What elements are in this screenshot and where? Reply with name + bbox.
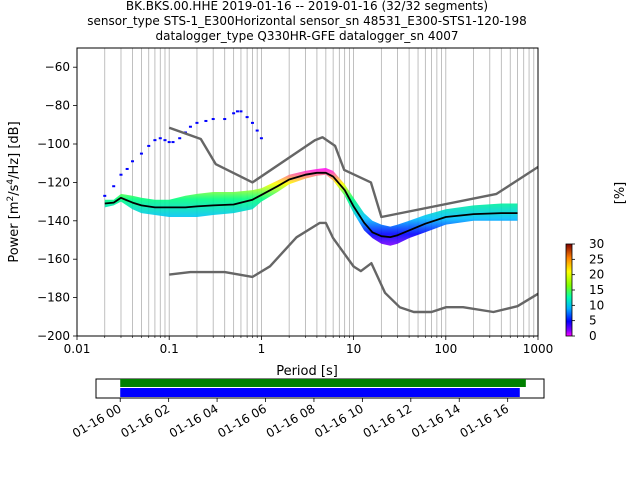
- colorbar-tick-label: 5: [589, 314, 597, 328]
- y-axis-ticks: −60 −80 −100 −120 −140 −160 −180 −200: [37, 60, 77, 343]
- x-tick-label: 1: [258, 342, 266, 356]
- colorbar-tick-label: 20: [589, 268, 604, 282]
- y-label-part-1: Power [m: [7, 201, 22, 262]
- outlier-psd-point: [126, 168, 129, 170]
- ppsd-figure: BK.BKS.00.HHE 2019-01-16 -- 2019-01-16 (…: [0, 0, 640, 480]
- outlier-psd-point: [251, 122, 254, 124]
- y-tick-label: −120: [37, 175, 70, 189]
- y-label-part-2: /s: [7, 184, 22, 195]
- outlier-psd-point: [131, 160, 134, 162]
- outlier-psd-point: [178, 137, 181, 139]
- outlier-psd-point: [236, 110, 239, 112]
- coverage-tick-label: 01-16 02: [118, 401, 172, 440]
- x-axis-ticks: 0.01 0.1 1 10 100 1000: [64, 336, 554, 356]
- coverage-tick-label: 01-16 14: [409, 401, 463, 440]
- outlier-psd-point: [212, 118, 215, 120]
- colorbar: [566, 244, 572, 336]
- outlier-psd-point: [189, 126, 192, 128]
- outlier-psd-point: [153, 139, 156, 141]
- coverage-tick-label: 01-16 12: [361, 401, 415, 440]
- y-tick-label: −60: [45, 60, 70, 74]
- outlier-psd-point: [260, 137, 263, 139]
- y-tick-label: −200: [37, 329, 70, 343]
- x-tick-label: 10: [346, 342, 361, 356]
- coverage-tick-label: 01-16 00: [70, 401, 124, 440]
- coverage-bar-used: [120, 388, 520, 397]
- y-tick-label: −180: [37, 291, 70, 305]
- outlier-psd-point: [256, 130, 259, 132]
- y-tick-label: −80: [45, 99, 70, 113]
- outlier-psd-point: [223, 118, 226, 120]
- outlier-psd-point: [163, 139, 166, 141]
- outlier-psd-point: [103, 195, 106, 197]
- coverage-tick-label: 01-16 08: [264, 401, 318, 440]
- outlier-psd-point: [147, 145, 150, 147]
- coverage-tick-label: 01-16 04: [167, 401, 221, 440]
- outlier-psd-point: [112, 185, 115, 187]
- y-tick-label: −160: [37, 252, 70, 266]
- outlier-psd-point: [140, 153, 143, 155]
- colorbar-tick-label: 30: [589, 237, 604, 251]
- outlier-psd-point: [168, 141, 171, 143]
- outlier-psd-point: [159, 137, 162, 139]
- coverage-tick-label: 01-16 16: [457, 401, 511, 440]
- x-tick-label: 100: [434, 342, 457, 356]
- coverage-tick-label: 01-16 10: [312, 401, 366, 440]
- grid-lines: [77, 48, 538, 336]
- data-layer: [103, 110, 538, 312]
- y-tick-label: −140: [37, 214, 70, 228]
- chart-title-line-1: BK.BKS.00.HHE 2019-01-16 -- 2019-01-16 (…: [126, 0, 488, 13]
- outlier-psd-point: [246, 116, 249, 118]
- colorbar-tick-label: 0: [589, 329, 597, 343]
- plot-frame: [77, 48, 538, 336]
- outlier-psd-point: [204, 120, 207, 122]
- coverage-bars: [120, 379, 526, 397]
- coverage-bar-data: [120, 379, 526, 387]
- outlier-psd-point: [119, 174, 122, 176]
- outlier-psd-point: [239, 110, 242, 112]
- outlier-psd-point: [195, 122, 198, 124]
- outlier-psd-point: [172, 141, 175, 143]
- colorbar-tick-label: 25: [589, 252, 604, 266]
- y-tick-label: −100: [37, 137, 70, 151]
- x-axis-label: Period [s]: [276, 364, 338, 379]
- colorbar-tick-label: 15: [589, 283, 604, 297]
- coverage-tick-label: 01-16 06: [215, 401, 269, 440]
- outlier-psd-point: [232, 112, 235, 114]
- x-tick-label: 1000: [523, 342, 554, 356]
- colorbar-label: [%]: [613, 182, 628, 205]
- x-tick-label: 0.01: [64, 342, 91, 356]
- chart-title-line-2: sensor_type STS-1_E300Horizontal sensor_…: [87, 14, 527, 28]
- colorbar-tick-label: 10: [589, 298, 604, 312]
- y-label-part-3: /Hz] [dB]: [7, 121, 22, 179]
- y-axis-label: Power [m2/s4/Hz] [dB]: [6, 121, 22, 262]
- x-tick-label: 0.1: [160, 342, 179, 356]
- chart-title-line-3: datalogger_type Q330HR-GFE datalogger_sn…: [156, 29, 459, 43]
